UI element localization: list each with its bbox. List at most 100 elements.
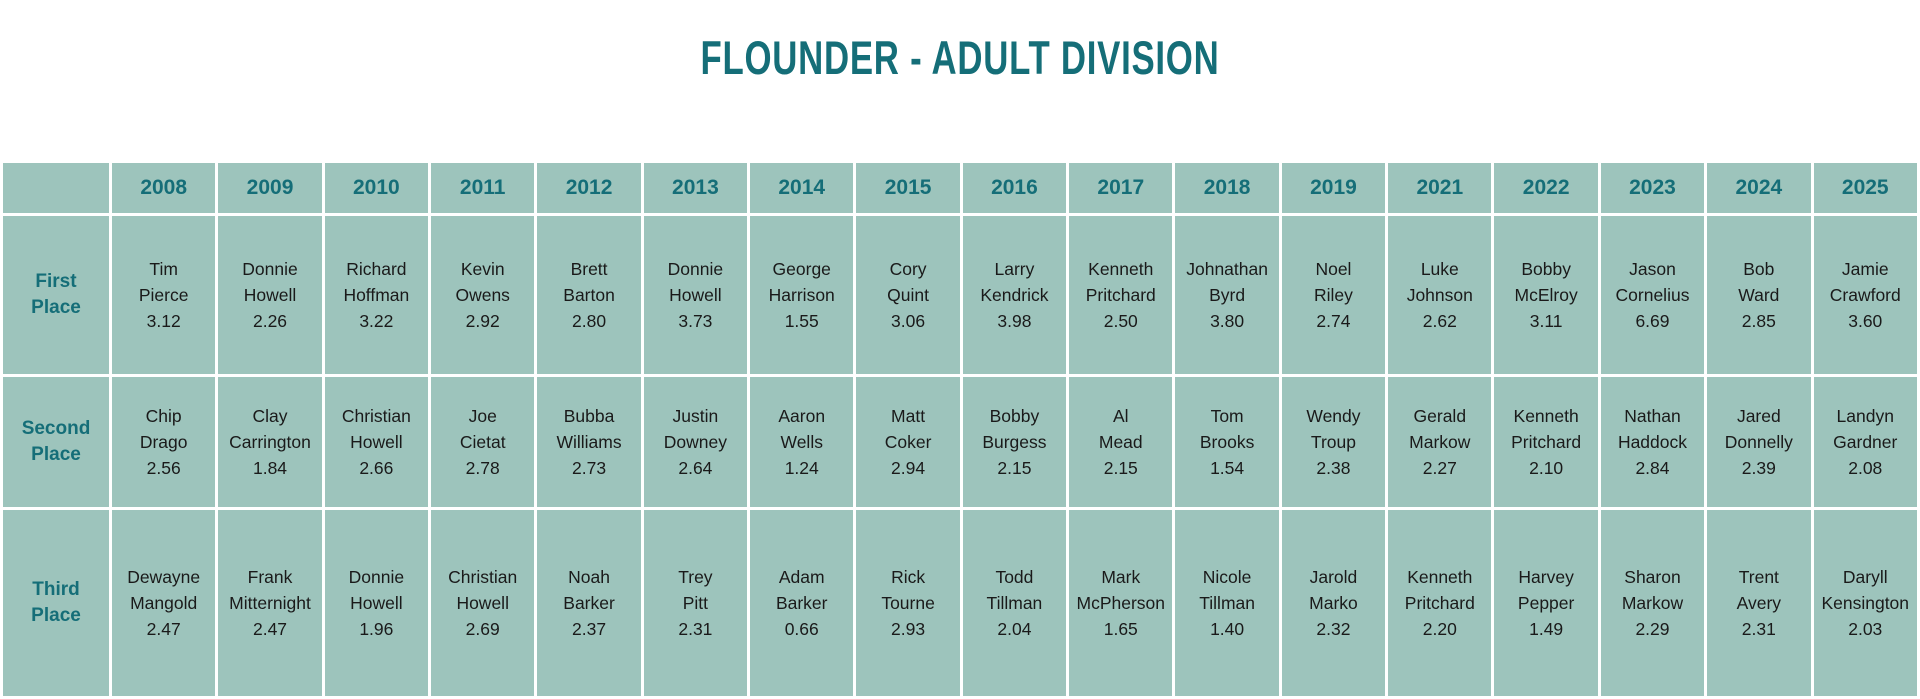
weight-value: 1.96 xyxy=(359,619,394,639)
text-line: Christian xyxy=(341,406,411,426)
year-header: 2008 xyxy=(112,163,216,213)
text-line: Trey xyxy=(678,567,713,587)
text-line: Kenneth xyxy=(1513,406,1579,426)
year-header: 2016 xyxy=(962,163,1067,213)
text-line: Kendrick xyxy=(980,285,1049,305)
result-cell: Nathan Haddock 2.84 xyxy=(1600,377,1705,507)
row-label: Third Place xyxy=(3,510,109,696)
text-line: First xyxy=(35,271,77,292)
result-cell: Chip Drago 2.56 xyxy=(112,377,216,507)
text-line: Burgess xyxy=(982,432,1047,452)
result-cell: Bob Ward 2.85 xyxy=(1707,216,1811,374)
page-title: FLOUNDER - ADULT DIVISION xyxy=(700,31,1220,84)
text-line: Christian xyxy=(448,567,518,587)
text-line: Barker xyxy=(563,593,615,613)
year-header: 2010 xyxy=(324,163,429,213)
row-label: First Place xyxy=(3,216,109,374)
weight-value: 2.04 xyxy=(997,619,1032,639)
text-line: Rick xyxy=(891,567,926,587)
text-line: Cietat xyxy=(459,432,506,452)
text-line: Wendy xyxy=(1306,406,1361,426)
weight-value: 2.39 xyxy=(1741,458,1776,478)
text-line: Daryll xyxy=(1842,567,1888,587)
weight-value: 1.54 xyxy=(1210,458,1245,478)
text-line: Noel xyxy=(1315,259,1352,279)
text-line: Jamie xyxy=(1841,259,1889,279)
text-line: Mitternight xyxy=(229,593,311,613)
text-line: Donnie xyxy=(348,567,405,587)
result-cell: Trent Avery 2.31 xyxy=(1707,510,1811,696)
text-line: Jason xyxy=(1629,259,1676,279)
weight-value: 2.94 xyxy=(891,458,926,478)
weight-value: 2.93 xyxy=(891,619,926,639)
result-cell: George Harrison 1.55 xyxy=(750,216,854,374)
table-row: Second Place Chip Drago 2.56 Clay Carrington 1.… xyxy=(3,377,1917,507)
result-cell: Aaron Wells 1.24 xyxy=(750,377,854,507)
text-line: Ward xyxy=(1738,285,1780,305)
table-body: First Place Tim Pierce 3.12 Donnie Howell 2.26 R… xyxy=(3,216,1917,696)
year-header: 2023 xyxy=(1600,163,1705,213)
text-line: Barker xyxy=(775,593,828,613)
text-line: Al xyxy=(1112,406,1129,426)
weight-value: 2.47 xyxy=(146,619,181,639)
weight-value: 2.56 xyxy=(146,458,181,478)
year-header: 2021 xyxy=(1388,163,1492,213)
weight-value: 2.73 xyxy=(572,458,607,478)
text-line: Donnie xyxy=(242,259,298,279)
weight-value: 1.65 xyxy=(1103,619,1138,639)
table-row: Third Place Dewayne Mangold 2.47 Frank Mittern… xyxy=(3,510,1917,696)
result-cell: Clay Carrington 1.84 xyxy=(218,377,322,507)
result-cell: Christian Howell 2.69 xyxy=(431,510,535,696)
text-line: Pitt xyxy=(682,593,709,613)
weight-value: 2.03 xyxy=(1848,619,1883,639)
result-cell: Kenneth Pritchard 2.10 xyxy=(1494,377,1598,507)
text-line: Mark xyxy=(1101,567,1141,587)
weight-value: 3.98 xyxy=(997,311,1032,331)
result-cell: Landyn Gardner 2.08 xyxy=(1813,377,1917,507)
result-cell: Jason Cornelius 6.69 xyxy=(1600,216,1705,374)
year-header: 2022 xyxy=(1494,163,1598,213)
result-cell: Tom Brooks 1.54 xyxy=(1175,377,1279,507)
year-header: 2011 xyxy=(431,163,535,213)
weight-value: 1.24 xyxy=(784,458,819,478)
text-line: Howell xyxy=(456,593,509,613)
result-cell: Donnie Howell 1.96 xyxy=(324,510,429,696)
text-line: Riley xyxy=(1314,285,1353,305)
text-line: Barton xyxy=(563,285,615,305)
text-line: Nathan xyxy=(1624,406,1681,426)
result-cell: Donnie Howell 3.73 xyxy=(643,216,748,374)
text-line: Coker xyxy=(884,432,932,452)
text-line: Markow xyxy=(1409,432,1471,452)
result-cell: Kevin Owens 2.92 xyxy=(431,216,535,374)
text-line: Howell xyxy=(350,432,403,452)
text-line: Bob xyxy=(1743,259,1775,279)
text-line: Avery xyxy=(1736,593,1782,613)
text-line: Kensington xyxy=(1821,593,1910,613)
result-cell: Justin Downey 2.64 xyxy=(643,377,748,507)
text-line: Tom xyxy=(1210,406,1244,426)
weight-value: 2.85 xyxy=(1741,311,1776,331)
text-line: Howell xyxy=(243,285,297,305)
text-line: Chip xyxy=(145,406,182,426)
weight-value: 0.66 xyxy=(784,619,819,639)
weight-value: 3.80 xyxy=(1210,311,1245,331)
result-cell: Tim Pierce 3.12 xyxy=(112,216,216,374)
result-cell: Daryll Kensington 2.03 xyxy=(1813,510,1917,696)
weight-value: 2.78 xyxy=(465,458,500,478)
text-line: Luke xyxy=(1420,259,1459,279)
result-cell: Larry Kendrick 3.98 xyxy=(962,216,1067,374)
text-line: Marko xyxy=(1309,593,1358,613)
year-header: 2014 xyxy=(750,163,854,213)
text-line: Cornelius xyxy=(1615,285,1690,305)
results-table: 2008 2009 2010 2011 2012 2013 2014 2015 2016 2017… xyxy=(0,160,1920,699)
weight-value: 3.73 xyxy=(678,311,713,331)
result-cell: Jarold Marko 2.32 xyxy=(1281,510,1386,696)
result-cell: Noel Riley 2.74 xyxy=(1281,216,1386,374)
weight-value: 2.38 xyxy=(1316,458,1351,478)
text-line: Place xyxy=(31,605,81,626)
weight-value: 1.55 xyxy=(784,311,819,331)
text-line: Place xyxy=(31,444,81,465)
text-line: Larry xyxy=(994,259,1035,279)
corner-cell xyxy=(3,163,109,213)
text-line: Pepper xyxy=(1517,593,1575,613)
